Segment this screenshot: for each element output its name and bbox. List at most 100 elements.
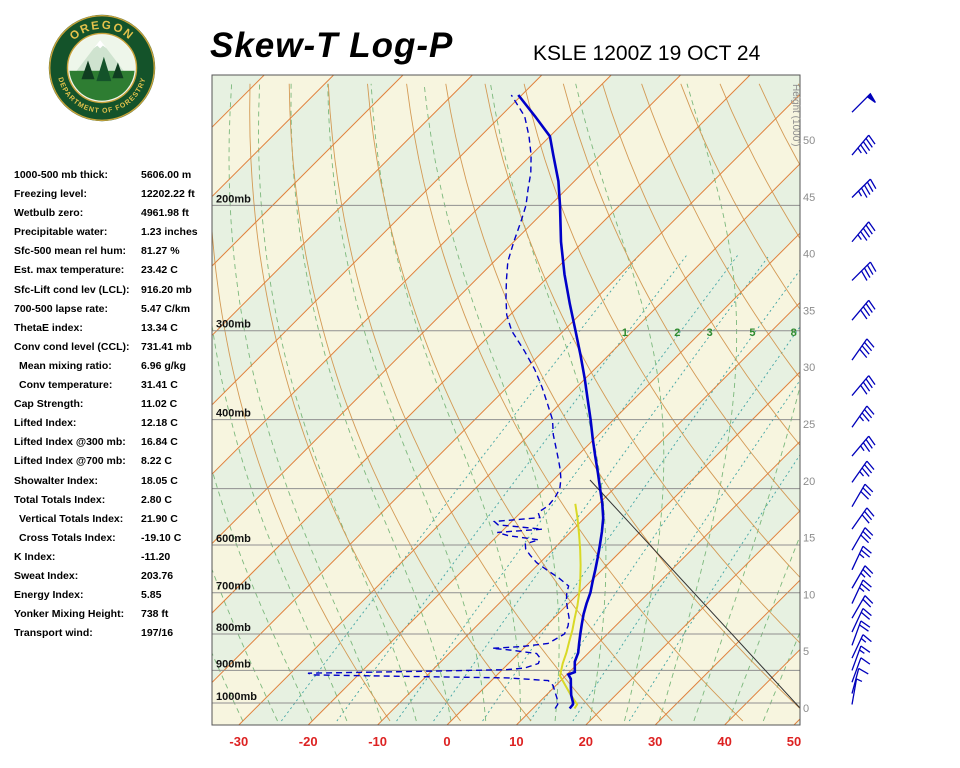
wind-barb (851, 645, 871, 671)
station-id: KSLE 1200Z 19 OCT 24 (533, 42, 761, 65)
index-label: Cross Totals Index: (19, 531, 116, 544)
index-row: Est. max temperature: 23.42 C (14, 264, 214, 283)
index-row: ThetaE index: 13.34 C (14, 322, 214, 341)
height-tick-label: 30 (803, 362, 815, 374)
index-row: K Index: -11.20 (14, 551, 214, 570)
wind-barb (851, 545, 872, 571)
index-value: 81.27 % (141, 245, 180, 258)
height-axis-title: Height (1000') (790, 84, 801, 147)
index-label: K Index: (14, 550, 56, 563)
index-value: 738 ft (141, 608, 169, 621)
index-label: Cap Strength: (14, 398, 84, 411)
index-value: 11.02 C (141, 398, 178, 411)
wind-barb (851, 565, 874, 589)
index-row: Vertical Totals Index: 21.90 C (14, 513, 214, 532)
pressure-label: 800mb (216, 622, 251, 634)
index-value: 4961.98 ft (141, 207, 189, 220)
index-label: ThetaE index: (14, 321, 83, 334)
index-label: Est. max temperature: (14, 264, 125, 277)
wind-barb (851, 299, 876, 321)
index-row: Wetbulb zero: 4961.98 ft (14, 207, 214, 226)
pressure-label: 300mb (216, 319, 251, 331)
plot-border (211, 74, 801, 726)
temp-tick-label: 50 (787, 734, 801, 749)
height-tick-label: 40 (803, 249, 815, 261)
index-value: -19.10 C (141, 531, 182, 544)
index-label: Lifted Index: (14, 417, 77, 430)
index-label: Lifted Index @700 mb: (14, 455, 126, 468)
index-label: Sfc-Lift cond lev (LCL): (14, 283, 130, 296)
wind-barb (851, 92, 876, 113)
index-value: 31.41 C (141, 379, 178, 392)
pressure-label: 1000mb (216, 691, 257, 703)
index-row: Total Totals Index: 2.80 C (14, 494, 214, 513)
index-value: 916.20 mb (141, 283, 192, 296)
temp-tick-label: 30 (648, 734, 662, 749)
height-tick-label: 10 (803, 589, 815, 601)
wind-barb (851, 579, 872, 604)
mixing-ratio-label: 2 (674, 327, 680, 339)
index-value: 13.34 C (141, 321, 178, 334)
index-value: 5.47 C/km (141, 302, 191, 315)
temp-axis-labels: -30 -20 -10 0 10 20 30 40 50 (229, 734, 801, 749)
snowcap-icon (93, 40, 107, 49)
diagonal-reference-line (589, 479, 800, 709)
index-label: Lifted Index @300 mb: (14, 436, 126, 449)
index-label: Sweat Index: (14, 569, 79, 582)
index-row: Energy Index: 5.85 (14, 589, 214, 608)
odf-logo: OREGON DEPARTMENT OF FORESTRY (46, 12, 158, 129)
index-value: 6.96 g/kg (141, 359, 186, 372)
pressure-labels: 200mb 300mb 400mb 600mb 700mb 800mb 900mb 1000m… (216, 193, 257, 703)
dewpoint-trace (307, 94, 570, 709)
pressure-label: 400mb (216, 408, 251, 420)
temp-tick-label: 40 (717, 734, 731, 749)
index-row: Freezing level: 12202.22 ft (14, 188, 214, 207)
wind-barb (851, 634, 872, 659)
index-row: Mean mixing ratio: 6.96 g/kg (14, 360, 214, 379)
index-row: Sweat Index: 203.76 (14, 570, 214, 589)
index-row: 1000-500 mb thick: 5606.00 m (14, 169, 214, 188)
index-label: Transport wind: (14, 627, 93, 640)
wind-barbs (851, 92, 877, 705)
index-row: Lifted Index @300 mb: 16.84 C (14, 436, 214, 455)
wind-barb (851, 405, 875, 428)
odf-logo-svg: OREGON DEPARTMENT OF FORESTRY (48, 14, 156, 122)
index-label: Conv cond level (CCL): (14, 340, 130, 353)
pressure-gridlines (212, 204, 800, 704)
mixing-ratio-label: 5 (749, 327, 755, 339)
index-label: Wetbulb zero: (14, 207, 84, 220)
index-label: Conv temperature: (19, 379, 113, 392)
index-row: Conv temperature: 31.41 C (14, 379, 214, 398)
mixing-ratio-lines (281, 254, 800, 722)
temp-tick-label: -20 (299, 734, 318, 749)
pressure-label: 200mb (216, 193, 251, 205)
height-tick-label: 50 (803, 135, 815, 147)
index-value: 12.18 C (141, 417, 178, 430)
index-value: 5606.00 m (141, 169, 192, 181)
tree-icon (112, 62, 124, 79)
temp-tick-label: 0 (443, 734, 450, 749)
pressure-label: 600mb (216, 533, 251, 545)
index-row: Lifted Index @700 mb: 8.22 C (14, 455, 214, 474)
index-row: Showalter Index: 18.05 C (14, 475, 214, 494)
temp-tick-label: 10 (509, 734, 523, 749)
index-label: Yonker Mixing Height: (14, 608, 125, 621)
index-value: 21.90 C (141, 512, 178, 525)
wind-barb (851, 507, 875, 530)
dry-adiabats (212, 83, 800, 722)
index-label: Sfc-500 mean rel hum: (14, 245, 127, 258)
mixing-ratio-labels: 1 2 3 5 8 (622, 327, 797, 339)
temp-tick-label: -10 (368, 734, 387, 749)
index-label: Energy Index: (14, 589, 84, 602)
wind-barb (851, 261, 877, 281)
height-tick-label: 15 (803, 533, 815, 545)
wind-barb (851, 678, 863, 705)
wind-barb (851, 134, 876, 156)
index-value: 1.23 inches (141, 226, 198, 239)
index-row: Yonker Mixing Height: 738 ft (14, 608, 214, 627)
index-value: 8.22 C (141, 455, 172, 468)
index-row: Sfc-Lift cond lev (LCL): 916.20 mb (14, 284, 214, 303)
index-value: 23.42 C (141, 264, 178, 277)
